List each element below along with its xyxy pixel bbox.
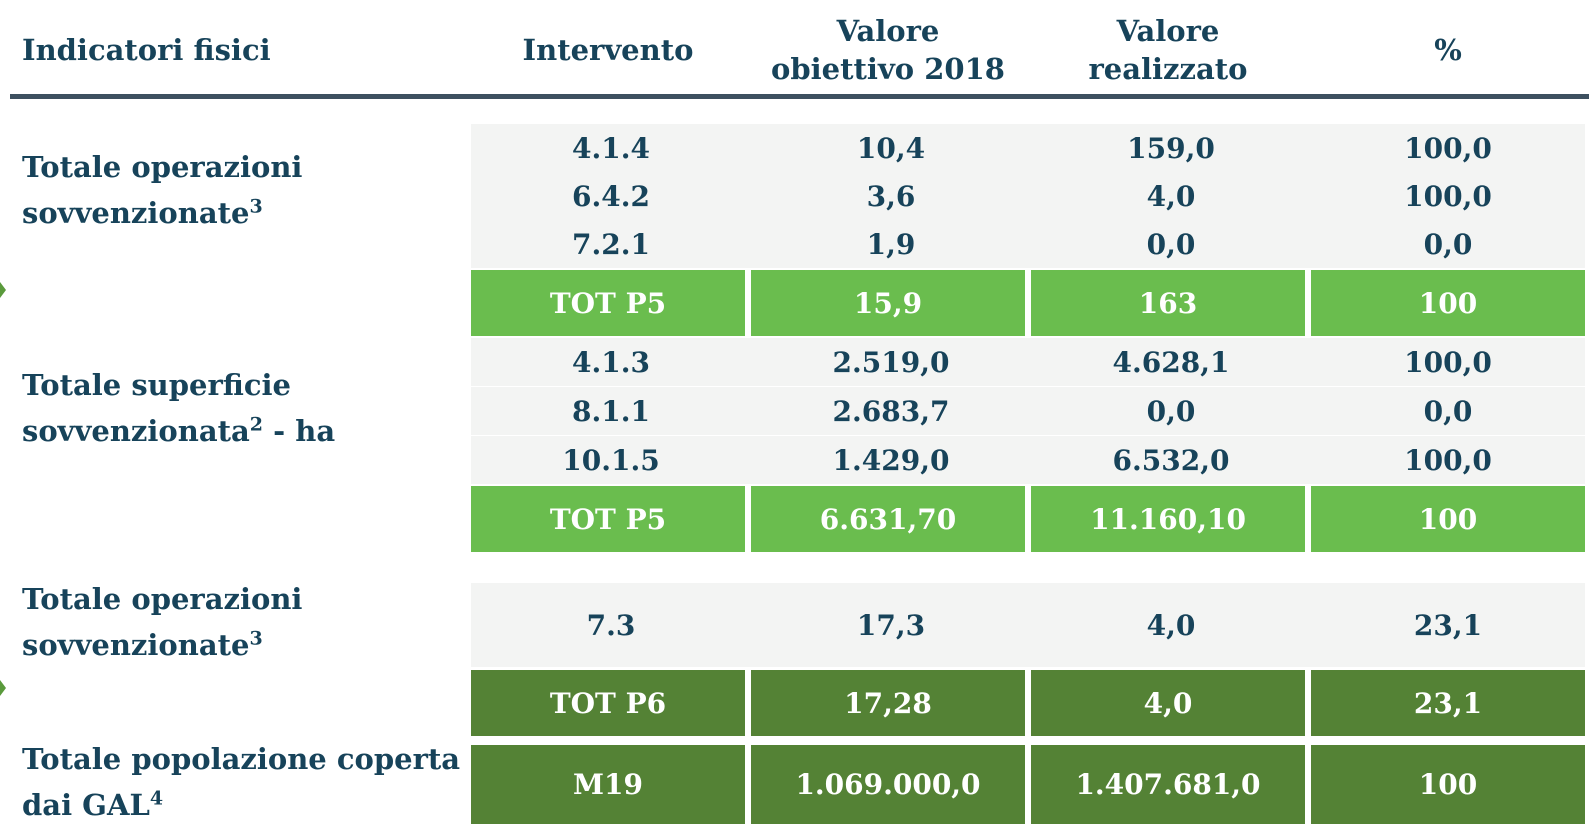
column-header: %: [1434, 33, 1462, 67]
data-cell: 100,0: [1311, 124, 1585, 172]
total-cell: TOT P5: [471, 270, 745, 336]
total-cell: 100: [1311, 270, 1585, 336]
total-cell: 11.160,10: [1031, 486, 1305, 552]
total-cell: 17,28: [751, 670, 1025, 736]
indicator-text: Totale superficie sovvenzionata2 - ha: [22, 362, 462, 454]
total-cell: 1.069.000,0: [751, 745, 1025, 824]
total-cell: 100: [1311, 745, 1585, 824]
data-cell: 10.1.5: [471, 436, 751, 484]
left-arrows: [0, 282, 6, 696]
label-footnote: 4: [149, 787, 164, 810]
data-cell: 6.532,0: [1031, 436, 1311, 484]
header-rule: [10, 94, 1589, 99]
data-cell: 100,0: [1311, 436, 1585, 484]
label-suffix: - ha: [263, 414, 336, 448]
data-cell: 4,0: [1031, 172, 1311, 220]
total-cell: 6.631,70: [751, 486, 1025, 552]
data-cell: 159,0: [1031, 124, 1311, 172]
column-header: Intervento: [522, 33, 694, 67]
indicator-text: Totale operazioni sovvenzionate3: [22, 144, 462, 236]
indicator-label: Totale operazioni sovvenzionate3: [22, 574, 462, 670]
indicator-label: Totale popolazione coperta dai GAL4: [22, 734, 462, 830]
data-cell: 4.628,1: [1031, 338, 1311, 386]
data-cell: 6.4.2: [471, 172, 751, 220]
data-cell: 4,0: [1031, 583, 1311, 667]
data-cell: 8.1.1: [471, 387, 751, 435]
total-cell: 23,1: [1311, 670, 1585, 736]
data-cell: 0,0: [1311, 387, 1585, 435]
column-header: Valore obiettivo 2018: [771, 14, 1005, 86]
data-cell: 7.2.1: [471, 220, 751, 268]
data-cell: 1,9: [751, 220, 1031, 268]
data-cell: 4.1.3: [471, 338, 751, 386]
indicator-label: Totale operazioni sovvenzionate3: [22, 142, 462, 238]
data-cell: 0,0: [1311, 220, 1585, 268]
data-cell: 0,0: [1031, 387, 1311, 435]
label-footnote: 3: [249, 627, 263, 650]
label-text: Totale operazioni sovvenzionate: [22, 582, 303, 662]
data-cell: 0,0: [1031, 220, 1311, 268]
label-text: Totale superficie sovvenzionata: [22, 368, 291, 448]
total-cell: TOT P6: [471, 670, 745, 736]
label-footnote: 2: [249, 413, 264, 436]
data-cell: 23,1: [1311, 583, 1585, 667]
indicator-text: Totale popolazione coperta dai GAL4: [22, 736, 462, 828]
total-cell: M19: [471, 745, 745, 824]
column-header: Valore realizzato: [1088, 14, 1248, 86]
data-cell: 2.519,0: [751, 338, 1031, 386]
indicator-text: Totale operazioni sovvenzionate3: [22, 576, 462, 668]
label-footnote: 3: [249, 195, 263, 218]
total-cell: 100: [1311, 486, 1585, 552]
total-cell: 163: [1031, 270, 1305, 336]
indicator-label: Totale superficie sovvenzionata2 - ha: [22, 360, 462, 456]
data-cell: 10,4: [751, 124, 1031, 172]
label-text: Totale popolazione coperta dai GAL: [22, 742, 461, 822]
data-cell: 2.683,7: [751, 387, 1031, 435]
data-cell: 4.1.4: [471, 124, 751, 172]
data-cell: 7.3: [471, 583, 751, 667]
total-cell: 4,0: [1031, 670, 1305, 736]
label-text: Totale operazioni sovvenzionate: [22, 150, 303, 230]
data-cell: 100,0: [1311, 338, 1585, 386]
data-cell: 1.429,0: [751, 436, 1031, 484]
column-header: Indicatori fisici: [22, 33, 271, 67]
data-cell: 100,0: [1311, 172, 1585, 220]
total-cell: TOT P5: [471, 486, 745, 552]
total-cell: 1.407.681,0: [1031, 745, 1305, 824]
data-cell: 17,3: [751, 583, 1031, 667]
data-cell: 3,6: [751, 172, 1031, 220]
total-cell: 15,9: [751, 270, 1025, 336]
